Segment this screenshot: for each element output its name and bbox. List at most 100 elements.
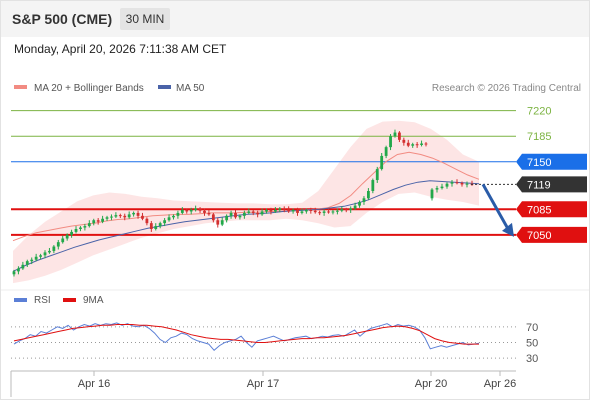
candle-body	[398, 132, 401, 140]
candle-body	[12, 271, 16, 275]
candle-body	[406, 142, 410, 146]
candle-body	[460, 182, 464, 185]
candle-body	[445, 183, 449, 187]
watermark: Research © 2026 Trading Central	[432, 83, 581, 94]
candle-body	[362, 198, 366, 202]
legend-label-9ma: 9MA	[83, 295, 104, 306]
legend-swatch-rsi	[14, 298, 27, 302]
x-tick-label: Apr 26	[484, 378, 516, 390]
legend-swatch-ma50	[158, 85, 171, 89]
candle-body	[375, 169, 379, 181]
candle-body	[203, 210, 206, 213]
candle-body	[340, 209, 344, 211]
candle-body	[435, 188, 439, 190]
candle-body	[87, 223, 91, 227]
candle-body	[304, 210, 308, 212]
candle-body	[43, 252, 47, 256]
candle-body	[149, 223, 153, 229]
candle-body	[335, 210, 339, 212]
candle-body	[440, 186, 444, 189]
candle-body	[176, 212, 180, 216]
candle-body	[430, 189, 434, 199]
candle-body	[424, 143, 428, 145]
candle-body	[198, 208, 202, 211]
forecast-arrow-shaft	[481, 183, 510, 230]
candle-body	[358, 201, 361, 206]
candle-body	[92, 220, 96, 224]
legend-swatch-9ma	[63, 298, 76, 302]
candle-body	[331, 211, 335, 213]
candle-body	[216, 220, 220, 225]
candle-body	[154, 226, 158, 229]
candle-body	[48, 250, 51, 253]
forecast-arrow-head	[502, 222, 514, 237]
candle-body	[242, 212, 246, 216]
level-tag-7085	[516, 201, 587, 218]
candle-body	[180, 210, 184, 213]
candle-body	[30, 259, 34, 262]
candle-body	[300, 211, 304, 213]
candle-body	[211, 214, 215, 221]
level-label-7185: 7185	[527, 131, 551, 143]
candle-body	[194, 208, 198, 210]
candle-body	[17, 268, 20, 272]
candle-body	[247, 211, 251, 213]
current-price-tag	[516, 176, 587, 193]
candle-body	[34, 256, 38, 260]
candle-body	[61, 238, 65, 243]
candle-body	[344, 209, 348, 211]
candle-body	[389, 136, 392, 148]
candle-body	[141, 215, 144, 219]
candle-body	[327, 211, 330, 213]
candle-body	[349, 208, 353, 210]
candle-body	[415, 144, 419, 146]
candle-body	[172, 215, 175, 218]
legend-label-ma50: MA 50	[176, 83, 205, 94]
candle-body	[79, 227, 82, 229]
candle-body	[185, 210, 189, 212]
candle-body	[163, 220, 167, 224]
candle-body	[291, 210, 295, 212]
candle-body	[251, 211, 255, 213]
candle-body	[282, 208, 286, 210]
candle-body	[136, 212, 140, 216]
candle-body	[380, 155, 384, 170]
candle-body	[21, 264, 25, 269]
level-label-7085: 7085	[527, 204, 551, 216]
level-label-7220: 7220	[527, 106, 551, 118]
candle-body	[110, 216, 113, 218]
rsi-tick-50: 50	[526, 338, 538, 350]
candle-body	[145, 218, 149, 224]
timestamp: Monday, April 20, 2026 7:11:38 AM CET	[14, 42, 227, 56]
candle-body	[318, 212, 322, 214]
candle-body	[465, 183, 469, 185]
candle-body	[132, 212, 136, 215]
timeframe-button[interactable]: 30 MIN	[120, 8, 170, 30]
candle-body	[101, 218, 104, 222]
candle-body	[269, 210, 273, 212]
legend-swatch-ma20	[14, 85, 27, 89]
candle-body	[114, 215, 118, 217]
candle-body	[118, 215, 122, 217]
candle-body	[74, 229, 78, 232]
legend-label-rsi: RSI	[34, 295, 51, 306]
candle-body	[371, 180, 375, 191]
candle-body	[56, 242, 60, 247]
x-tick-label: Apr 20	[415, 378, 447, 390]
candle-body	[25, 261, 29, 265]
candle-body	[313, 210, 317, 213]
header-bar: S&P 500 (CME) 30 MIN	[1, 1, 589, 37]
ma50-line	[12, 180, 480, 272]
legend-label-ma20: MA 20 + Bollinger Bands	[34, 83, 144, 94]
candle-body	[52, 246, 56, 251]
level-label-7050: 7050	[527, 230, 551, 242]
candle-body	[296, 210, 299, 213]
instrument-title: S&P 500 (CME)	[12, 11, 113, 27]
x-tick-label: Apr 16	[78, 378, 110, 390]
candle-body	[402, 139, 406, 143]
candle-body	[189, 210, 193, 212]
current-price-label: 7119	[527, 179, 551, 191]
candle-body	[105, 217, 109, 219]
candle-body	[123, 215, 127, 218]
